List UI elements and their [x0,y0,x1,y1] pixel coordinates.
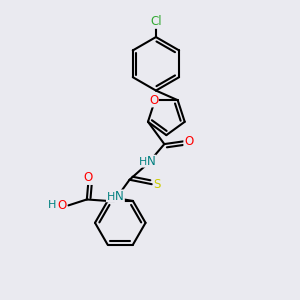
Text: O: O [84,171,93,184]
Text: O: O [184,135,193,148]
Text: H: H [48,200,56,210]
Text: S: S [154,178,161,191]
Text: H: H [106,192,115,202]
Text: Cl: Cl [150,15,162,28]
Text: O: O [149,94,158,107]
Text: N: N [116,190,124,203]
Text: N: N [147,155,156,168]
Text: O: O [57,199,67,212]
Text: H: H [138,157,147,167]
